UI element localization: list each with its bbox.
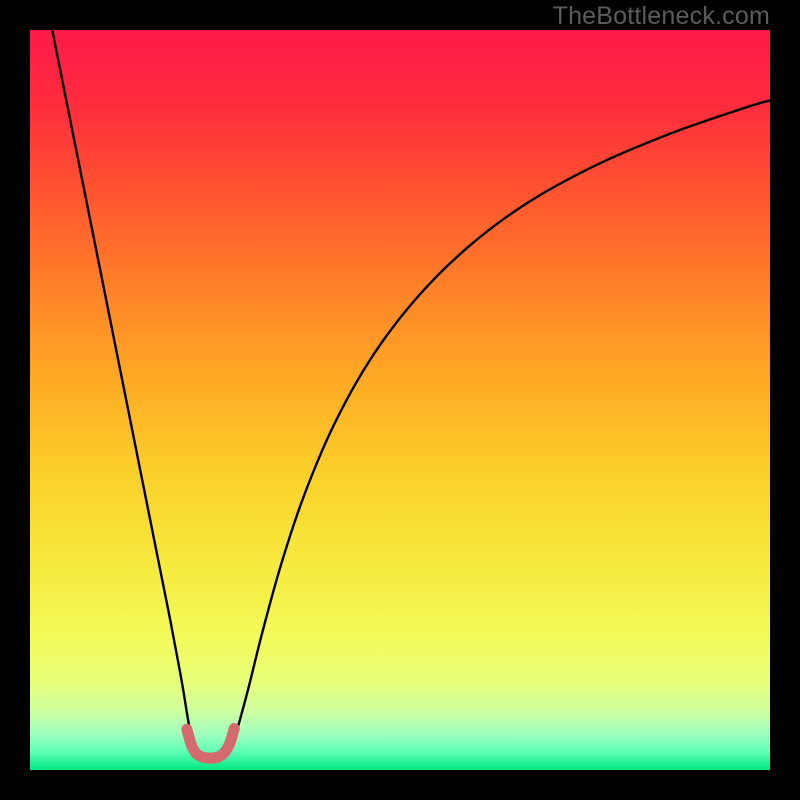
valley-highlight-marker xyxy=(187,729,234,759)
watermark-text: TheBottleneck.com xyxy=(553,2,770,31)
bottleneck-curve xyxy=(52,30,770,760)
chart-svg-layer xyxy=(30,30,770,770)
chart-plot-area xyxy=(30,30,770,770)
